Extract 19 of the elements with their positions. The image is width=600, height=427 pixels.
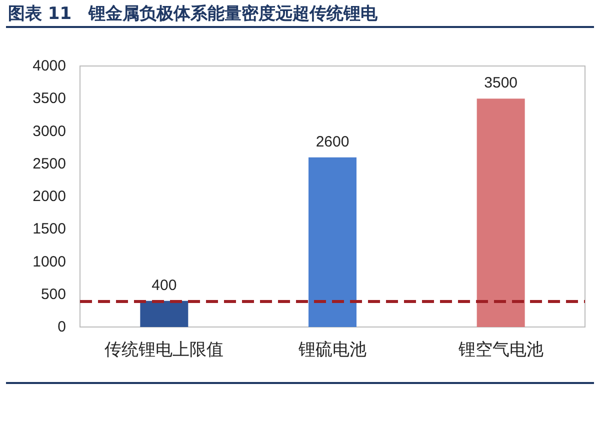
bar	[308, 157, 356, 327]
y-tick-label: 3500	[32, 90, 66, 108]
bar	[140, 300, 188, 327]
y-tick-label: 3000	[32, 122, 66, 140]
y-tick-label: 4000	[32, 58, 66, 74]
y-tick-label: 0	[58, 318, 66, 336]
x-tick-label: 锂空气电池	[457, 340, 544, 359]
data-label: 400	[152, 276, 177, 294]
y-tick-label: 1000	[32, 253, 66, 270]
chart-title: 图表 11 锂金属负极体系能量密度远超传统锂电	[8, 3, 378, 25]
bar	[476, 98, 525, 327]
data-label: 2600	[316, 133, 350, 150]
y-tick-label: 2500	[32, 155, 66, 172]
x-tick-label: 锂硫电池	[298, 340, 366, 359]
y-tick-label: 2000	[32, 188, 66, 205]
y-tick-label: 1500	[32, 220, 66, 238]
x-tick-label: 传统锂电上限值	[104, 340, 224, 359]
y-tick-label: 500	[40, 286, 66, 303]
data-label: 3500	[484, 74, 518, 92]
